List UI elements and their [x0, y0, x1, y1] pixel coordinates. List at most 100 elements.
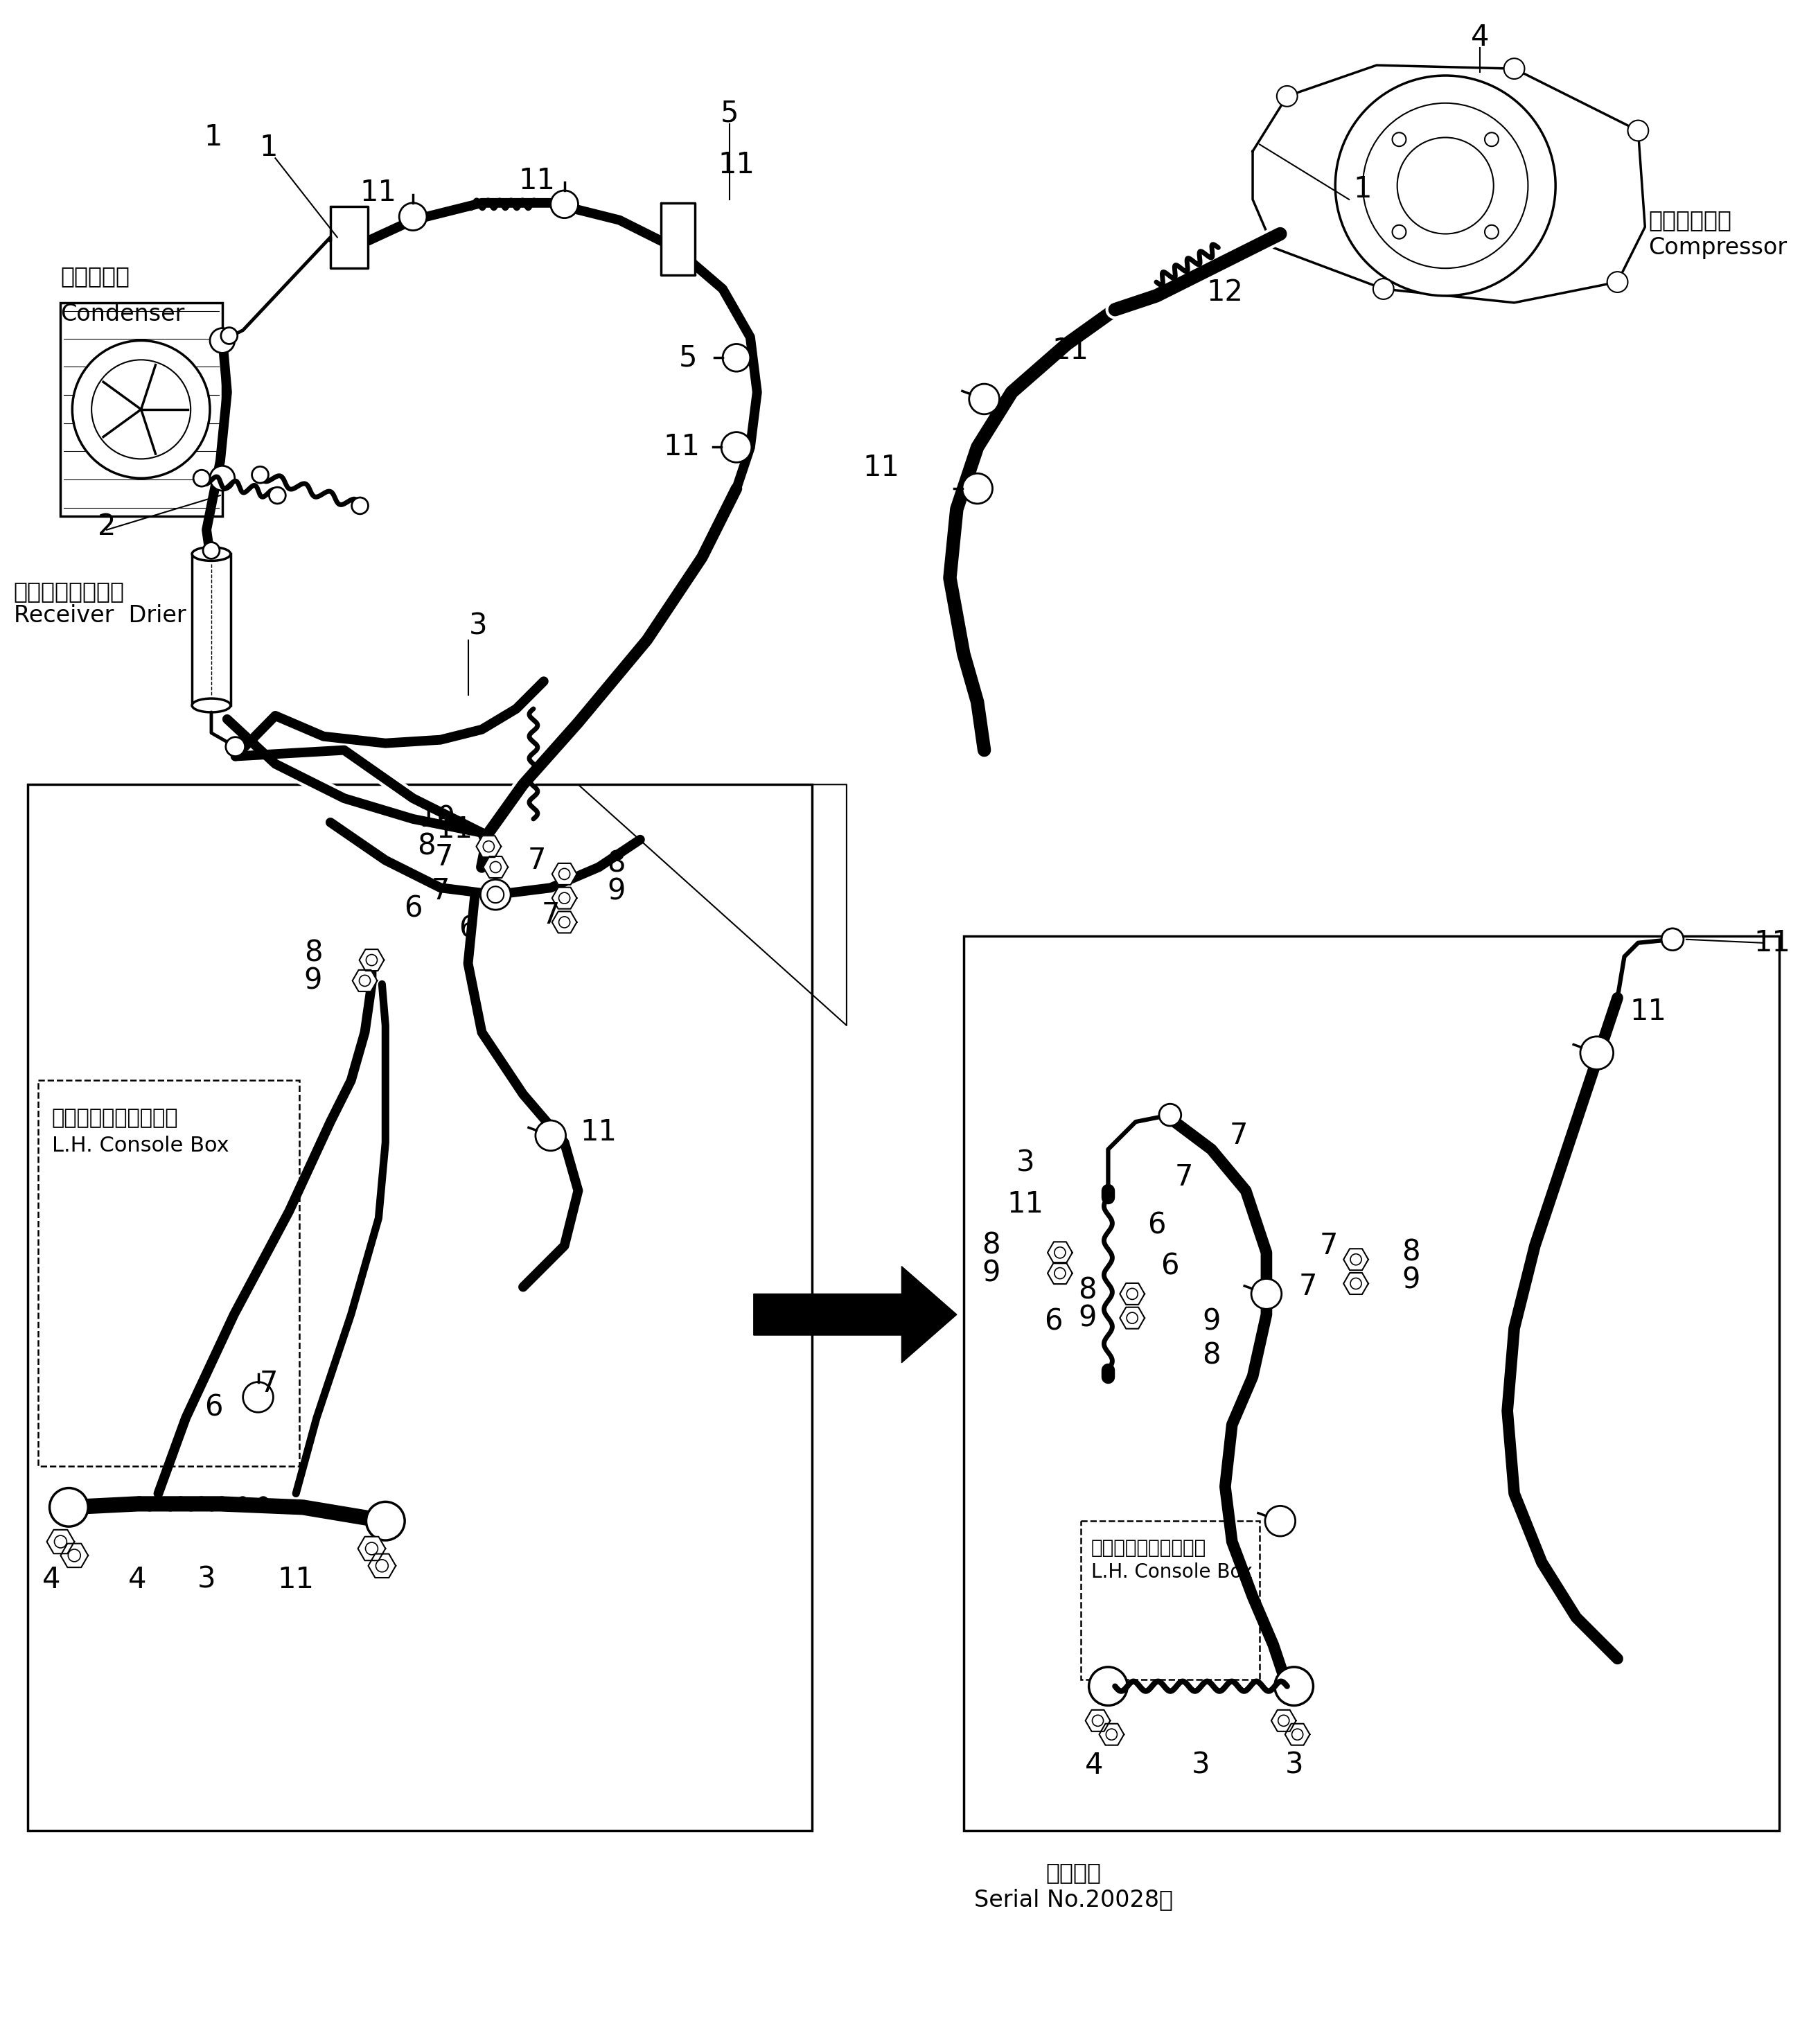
- Circle shape: [365, 1543, 378, 1555]
- Circle shape: [269, 486, 285, 503]
- Circle shape: [365, 1502, 405, 1541]
- Circle shape: [193, 470, 209, 486]
- Circle shape: [1398, 137, 1494, 233]
- Circle shape: [67, 1549, 80, 1562]
- Text: 8: 8: [304, 938, 322, 967]
- Circle shape: [1393, 225, 1405, 239]
- Text: 9: 9: [1402, 1265, 1420, 1294]
- Circle shape: [1093, 1715, 1104, 1727]
- Polygon shape: [1344, 1273, 1369, 1294]
- Bar: [193, 554, 231, 705]
- Circle shape: [1274, 1668, 1313, 1705]
- Circle shape: [91, 360, 191, 460]
- Text: 11: 11: [1631, 997, 1667, 1026]
- Circle shape: [360, 975, 371, 987]
- Text: 2: 2: [98, 511, 116, 542]
- Circle shape: [487, 887, 504, 903]
- Polygon shape: [660, 202, 694, 276]
- Text: 8: 8: [1402, 1239, 1420, 1267]
- Polygon shape: [353, 971, 376, 991]
- Polygon shape: [1100, 1723, 1124, 1746]
- Circle shape: [724, 343, 751, 372]
- Text: 1: 1: [260, 133, 278, 161]
- Text: 11: 11: [436, 816, 473, 844]
- Text: 7: 7: [527, 846, 545, 875]
- Text: 適用号機: 適用号機: [1045, 1860, 1102, 1885]
- Circle shape: [55, 1535, 67, 1547]
- Polygon shape: [553, 863, 576, 885]
- Polygon shape: [1271, 1711, 1296, 1731]
- Circle shape: [484, 840, 494, 852]
- Circle shape: [1251, 1280, 1282, 1308]
- Text: 8: 8: [982, 1230, 1000, 1261]
- Text: 11: 11: [360, 178, 396, 206]
- Text: 7: 7: [1320, 1230, 1338, 1261]
- Text: 6: 6: [1147, 1210, 1165, 1239]
- Circle shape: [209, 329, 235, 354]
- Ellipse shape: [193, 548, 231, 560]
- Circle shape: [400, 202, 427, 231]
- Text: 6: 6: [1162, 1251, 1180, 1282]
- Circle shape: [225, 738, 245, 756]
- Circle shape: [1293, 1729, 1304, 1739]
- Circle shape: [558, 869, 571, 879]
- Circle shape: [351, 497, 369, 513]
- Circle shape: [376, 1560, 389, 1572]
- Polygon shape: [1344, 1249, 1369, 1269]
- Text: 7: 7: [431, 877, 449, 905]
- Text: 3: 3: [469, 611, 487, 640]
- Circle shape: [1276, 86, 1298, 106]
- Text: 7: 7: [1174, 1163, 1193, 1192]
- Text: 11: 11: [580, 1118, 616, 1147]
- Circle shape: [73, 341, 209, 478]
- Polygon shape: [358, 1537, 385, 1560]
- Circle shape: [558, 893, 571, 903]
- Text: 左コンソールボックス: 左コンソールボックス: [51, 1108, 178, 1128]
- Circle shape: [969, 384, 1000, 415]
- Polygon shape: [476, 836, 502, 856]
- Text: Condenser: Condenser: [60, 303, 185, 325]
- Circle shape: [1334, 76, 1556, 296]
- Polygon shape: [360, 948, 384, 971]
- Circle shape: [1160, 1104, 1182, 1126]
- Text: Serial No.20028～: Serial No.20028～: [974, 1889, 1173, 1911]
- Text: 7: 7: [435, 842, 453, 871]
- Polygon shape: [60, 1543, 87, 1568]
- Circle shape: [1127, 1288, 1138, 1300]
- Circle shape: [1485, 225, 1498, 239]
- Text: 11: 11: [718, 151, 754, 180]
- Text: 8: 8: [1202, 1341, 1220, 1369]
- Text: L.H. Console Box: L.H. Console Box: [1091, 1562, 1253, 1582]
- Bar: [38, 1081, 300, 1466]
- Circle shape: [1351, 1278, 1362, 1290]
- Circle shape: [1503, 59, 1525, 80]
- Circle shape: [1393, 133, 1405, 147]
- Text: 9: 9: [607, 877, 625, 905]
- Circle shape: [1351, 1253, 1362, 1265]
- Bar: [964, 936, 1780, 1831]
- Text: 12: 12: [1207, 278, 1244, 307]
- Polygon shape: [369, 1553, 396, 1578]
- Circle shape: [1278, 1715, 1289, 1727]
- Polygon shape: [754, 1267, 956, 1363]
- Text: 1: 1: [1354, 174, 1373, 204]
- Circle shape: [551, 190, 578, 219]
- Polygon shape: [1085, 1711, 1111, 1731]
- Polygon shape: [1047, 1263, 1073, 1284]
- Text: 7: 7: [542, 901, 560, 930]
- Text: 4: 4: [129, 1566, 147, 1594]
- Circle shape: [722, 431, 751, 462]
- Text: 6: 6: [404, 893, 422, 924]
- Text: 1: 1: [204, 123, 222, 151]
- Text: 5: 5: [680, 343, 698, 372]
- Circle shape: [204, 542, 220, 558]
- Text: 11: 11: [1007, 1190, 1044, 1218]
- Text: 5: 5: [720, 98, 738, 129]
- Text: コンプレッサ: コンプレッサ: [1649, 208, 1731, 231]
- Text: 11: 11: [664, 433, 700, 462]
- Text: 7: 7: [1298, 1273, 1316, 1302]
- Text: Compressor: Compressor: [1649, 237, 1787, 260]
- Text: 6: 6: [204, 1392, 222, 1423]
- Text: 11: 11: [518, 166, 554, 196]
- Circle shape: [1662, 928, 1683, 950]
